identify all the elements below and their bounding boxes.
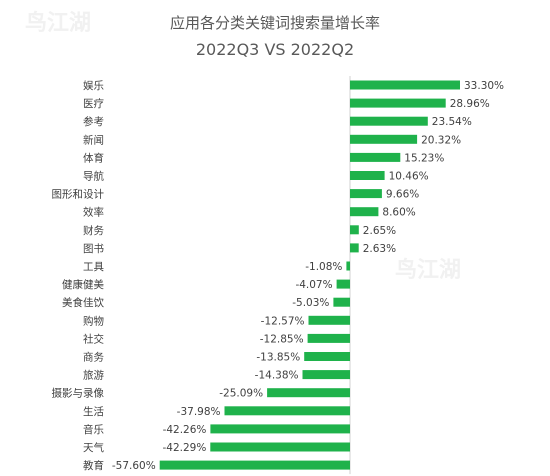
bar: [350, 80, 460, 90]
value-label: -1.08%: [305, 261, 342, 273]
category-label: 旅游: [83, 369, 104, 382]
category-label: 社交: [83, 332, 104, 345]
category-label: 参考: [83, 115, 104, 128]
bar: [350, 225, 359, 235]
value-label: -42.29%: [162, 442, 206, 454]
category-label: 购物: [83, 314, 104, 327]
value-label: -4.07%: [295, 279, 332, 291]
value-label: -14.38%: [255, 370, 299, 382]
bar: [350, 134, 418, 144]
category-label: 新闻: [83, 133, 104, 146]
category-label: 健康健美: [62, 278, 104, 291]
category-label: 天气: [83, 441, 104, 454]
value-label: 2.65%: [363, 225, 396, 237]
bar: [307, 333, 350, 343]
bar: [350, 152, 401, 162]
bar: [210, 442, 350, 452]
value-label: 9.66%: [386, 189, 419, 201]
category-label: 图形和设计: [52, 188, 105, 201]
category-label: 音乐: [83, 423, 104, 436]
chart-title: 应用各分类关键词搜索量增长率: [169, 14, 380, 32]
value-label: -42.26%: [163, 424, 207, 436]
category-label: 财务: [83, 224, 104, 237]
category-label: 图书: [83, 243, 104, 255]
value-label: -13.85%: [256, 352, 300, 364]
chart-subtitle: 2022Q3 VS 2022Q2: [195, 40, 355, 59]
category-label: 效率: [83, 206, 104, 219]
bar: [350, 98, 446, 108]
bar: [333, 297, 350, 307]
bar: [210, 424, 350, 434]
value-label: -12.57%: [261, 315, 305, 327]
bar: [267, 388, 350, 398]
value-label: 2.63%: [363, 243, 396, 255]
category-label: 美食佳饮: [62, 296, 104, 309]
category-label: 教育: [83, 459, 104, 472]
value-label: 8.60%: [382, 207, 415, 219]
category-label: 生活: [83, 405, 104, 418]
bar: [304, 352, 350, 361]
value-label: -25.09%: [219, 388, 263, 400]
bar: [302, 370, 350, 380]
category-label: 导航: [83, 170, 104, 183]
bar: [224, 406, 350, 416]
category-label: 娱乐: [83, 79, 104, 92]
value-label: 33.30%: [464, 80, 504, 92]
bar: [350, 189, 382, 199]
bar: [308, 315, 350, 325]
value-label: 20.32%: [421, 134, 461, 146]
bar: [350, 171, 385, 180]
value-label: -37.98%: [177, 406, 221, 418]
value-label: 10.46%: [389, 171, 429, 183]
bar: [336, 279, 350, 289]
bar: [346, 261, 350, 271]
category-label: 工具: [83, 261, 104, 273]
value-label: -57.60%: [112, 460, 156, 472]
bar: [350, 116, 428, 126]
value-label: 28.96%: [450, 98, 490, 110]
bar: [350, 243, 359, 253]
value-label: 23.54%: [432, 116, 472, 128]
category-label: 医疗: [83, 97, 104, 110]
value-label: -5.03%: [292, 297, 329, 309]
category-label: 体育: [83, 151, 104, 164]
bar: [159, 460, 350, 470]
category-label: 商务: [83, 351, 104, 364]
bar: [350, 207, 379, 217]
value-label: -12.85%: [260, 333, 304, 345]
category-label: 摄影与录像: [52, 387, 105, 400]
value-label: 15.23%: [404, 152, 444, 164]
